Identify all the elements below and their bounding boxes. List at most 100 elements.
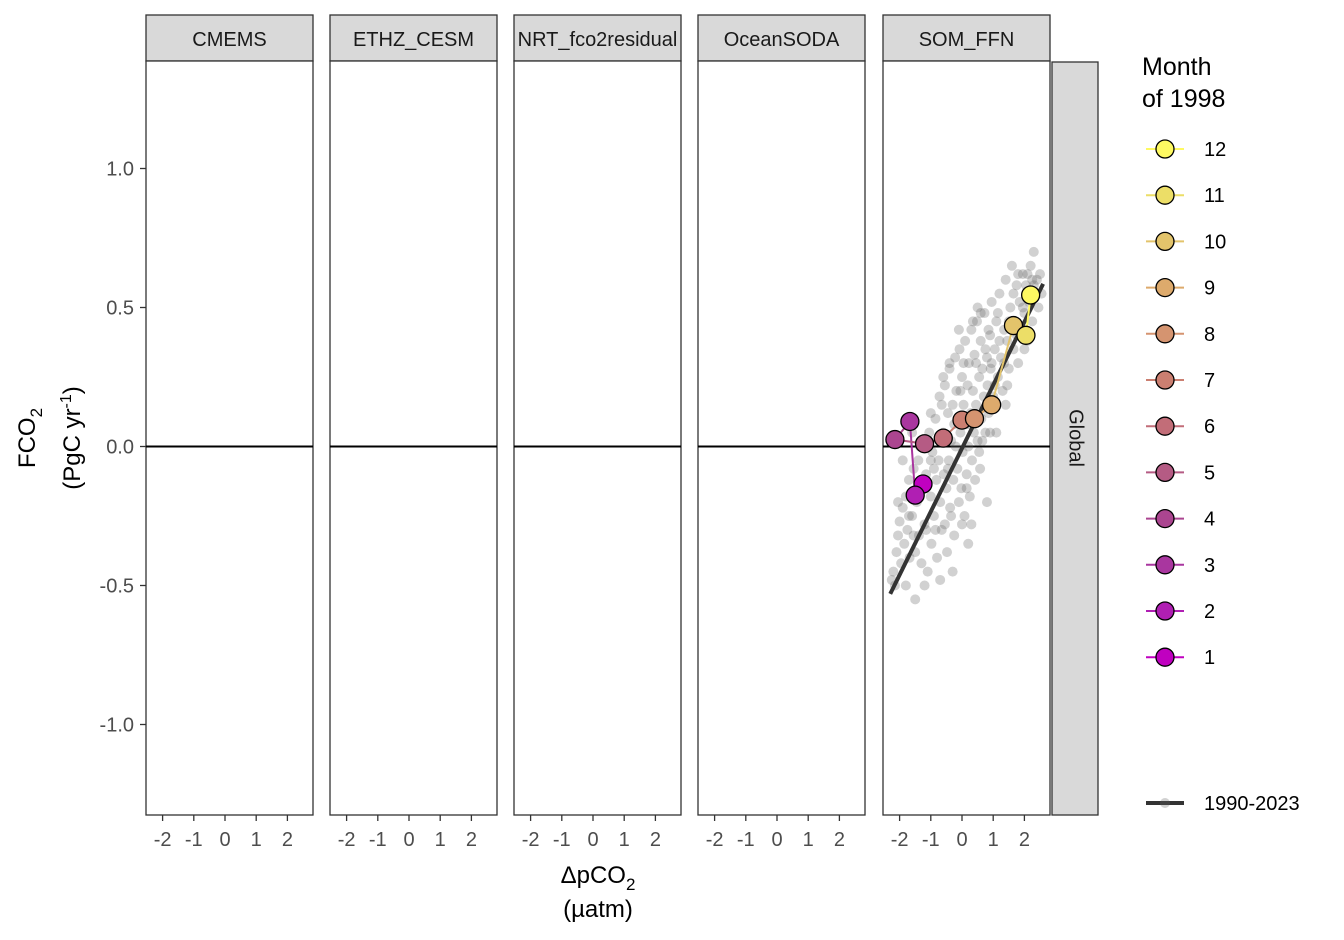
scatter-point (897, 502, 908, 513)
scatter-point (919, 580, 930, 591)
facet-strip-label: NRT_fco2residual (518, 29, 678, 51)
scatter-point (925, 408, 936, 419)
scatter-point (955, 427, 966, 438)
scatter-point (900, 580, 911, 591)
scatter-point (955, 385, 966, 396)
legend-fit-item: 1990-2023 (1146, 793, 1300, 815)
month-point-12 (1020, 285, 1041, 305)
x-tick-label: -2 (891, 829, 909, 851)
scatter-point (1017, 302, 1028, 313)
x-axis-title-line1: ΔpCO2 (561, 862, 636, 894)
x-tick-label: 2 (834, 829, 845, 851)
scatter-point (1008, 288, 1019, 299)
scatter-point (953, 497, 964, 508)
scatter-point (960, 335, 971, 346)
scatter-point (971, 399, 982, 410)
scatter-point (1011, 280, 1022, 291)
y-axis-title-line2: (PgC yr-1) (58, 386, 86, 490)
legend-item-month-5: 5 (1146, 462, 1215, 484)
x-tick-label: 0 (956, 829, 967, 851)
scatter-point (985, 330, 996, 341)
facet-strip-label: CMEMS (192, 29, 266, 51)
facet-strip-right: Global (1051, 61, 1099, 816)
scatter-point (949, 530, 960, 541)
scatter-point (967, 385, 978, 396)
y-tick-label: -0.5 (100, 576, 134, 598)
x-axis-title: ΔpCO2 (µatm) (561, 862, 636, 923)
scatter-point (975, 308, 986, 319)
scatter-point (956, 483, 967, 494)
month-point-2 (905, 485, 925, 505)
scatter-point (930, 524, 941, 535)
scatter-point (959, 511, 970, 521)
legend-item-month-2: 2 (1146, 601, 1215, 623)
x-tick-label: 0 (403, 829, 414, 851)
x-axis-title-line2: (µatm) (563, 896, 633, 923)
scatter-point (946, 511, 957, 521)
scatter-point (899, 538, 910, 549)
scatter-point (986, 296, 997, 307)
scatter-point (935, 574, 946, 585)
scatter-point (1002, 380, 1013, 391)
scatter-point (961, 469, 972, 480)
legend-key-label: 5 (1204, 462, 1215, 484)
x-tick-label: -2 (338, 829, 356, 851)
scatter-point (932, 552, 943, 563)
legend-key-point (1155, 601, 1175, 621)
scatter-point (925, 455, 936, 466)
y-tick-label: 1.0 (106, 159, 134, 181)
scatter-point (985, 363, 996, 374)
scatter-point (961, 483, 972, 494)
x-tick-label: -1 (553, 829, 571, 851)
scatter-point (975, 463, 986, 474)
scatter-point (1022, 269, 1033, 280)
scatter-point (939, 519, 950, 530)
scatter-point (947, 566, 958, 577)
scatter-point (931, 474, 942, 485)
scatter-point (994, 335, 1005, 346)
scatter-point (967, 316, 978, 327)
scatter-point (916, 558, 927, 569)
legend-month-items: 12 11 10 9 8 7 6 5 4 3 2 1 (1146, 139, 1226, 669)
scatter-point (930, 413, 941, 424)
month-point-8 (964, 409, 985, 429)
scatter-point (922, 566, 933, 577)
y-tick-label: 0.0 (106, 437, 134, 459)
facet-strip (145, 14, 314, 62)
x-tick-label: -2 (154, 829, 172, 851)
facet-strip-label: SOM_FFN (919, 29, 1015, 51)
month-point-5 (914, 434, 935, 454)
scatter-point (1031, 274, 1042, 285)
x-tick-label: 2 (650, 829, 661, 851)
scatter-point (1017, 269, 1028, 280)
x-tick-label: 2 (466, 829, 477, 851)
legend-key-point (1155, 416, 1175, 436)
scatter-point (944, 363, 955, 374)
facet-strip-label: ETHZ_CESM (353, 29, 474, 51)
scatter-point (944, 358, 955, 369)
scatter-point (903, 474, 914, 485)
legend-key-point (1155, 139, 1175, 159)
month-point-11 (1016, 325, 1036, 345)
legend-key-label: 1 (1204, 647, 1215, 669)
x-tick-label: 1 (803, 829, 814, 851)
scatter-point (947, 399, 958, 410)
scatter-point (970, 474, 981, 485)
scatter-point (985, 427, 996, 438)
month-point-9 (981, 395, 1002, 415)
scatter-point (958, 399, 969, 410)
scatter-point (1013, 269, 1024, 280)
scatter-point (957, 372, 967, 382)
legend-item-month-8: 8 (1146, 324, 1215, 346)
legend-item-month-3: 3 (1146, 555, 1215, 577)
scatter-point (997, 385, 1008, 396)
legend-item-month-7: 7 (1146, 370, 1215, 392)
scatter-point (894, 516, 905, 527)
scatter-point (926, 538, 937, 549)
legend-key-label: 11 (1204, 185, 1225, 207)
month-path-segment (990, 325, 1015, 406)
scatter-point (972, 435, 983, 446)
legend-item-month-12: 12 (1146, 139, 1226, 161)
scatter-point (897, 455, 908, 466)
